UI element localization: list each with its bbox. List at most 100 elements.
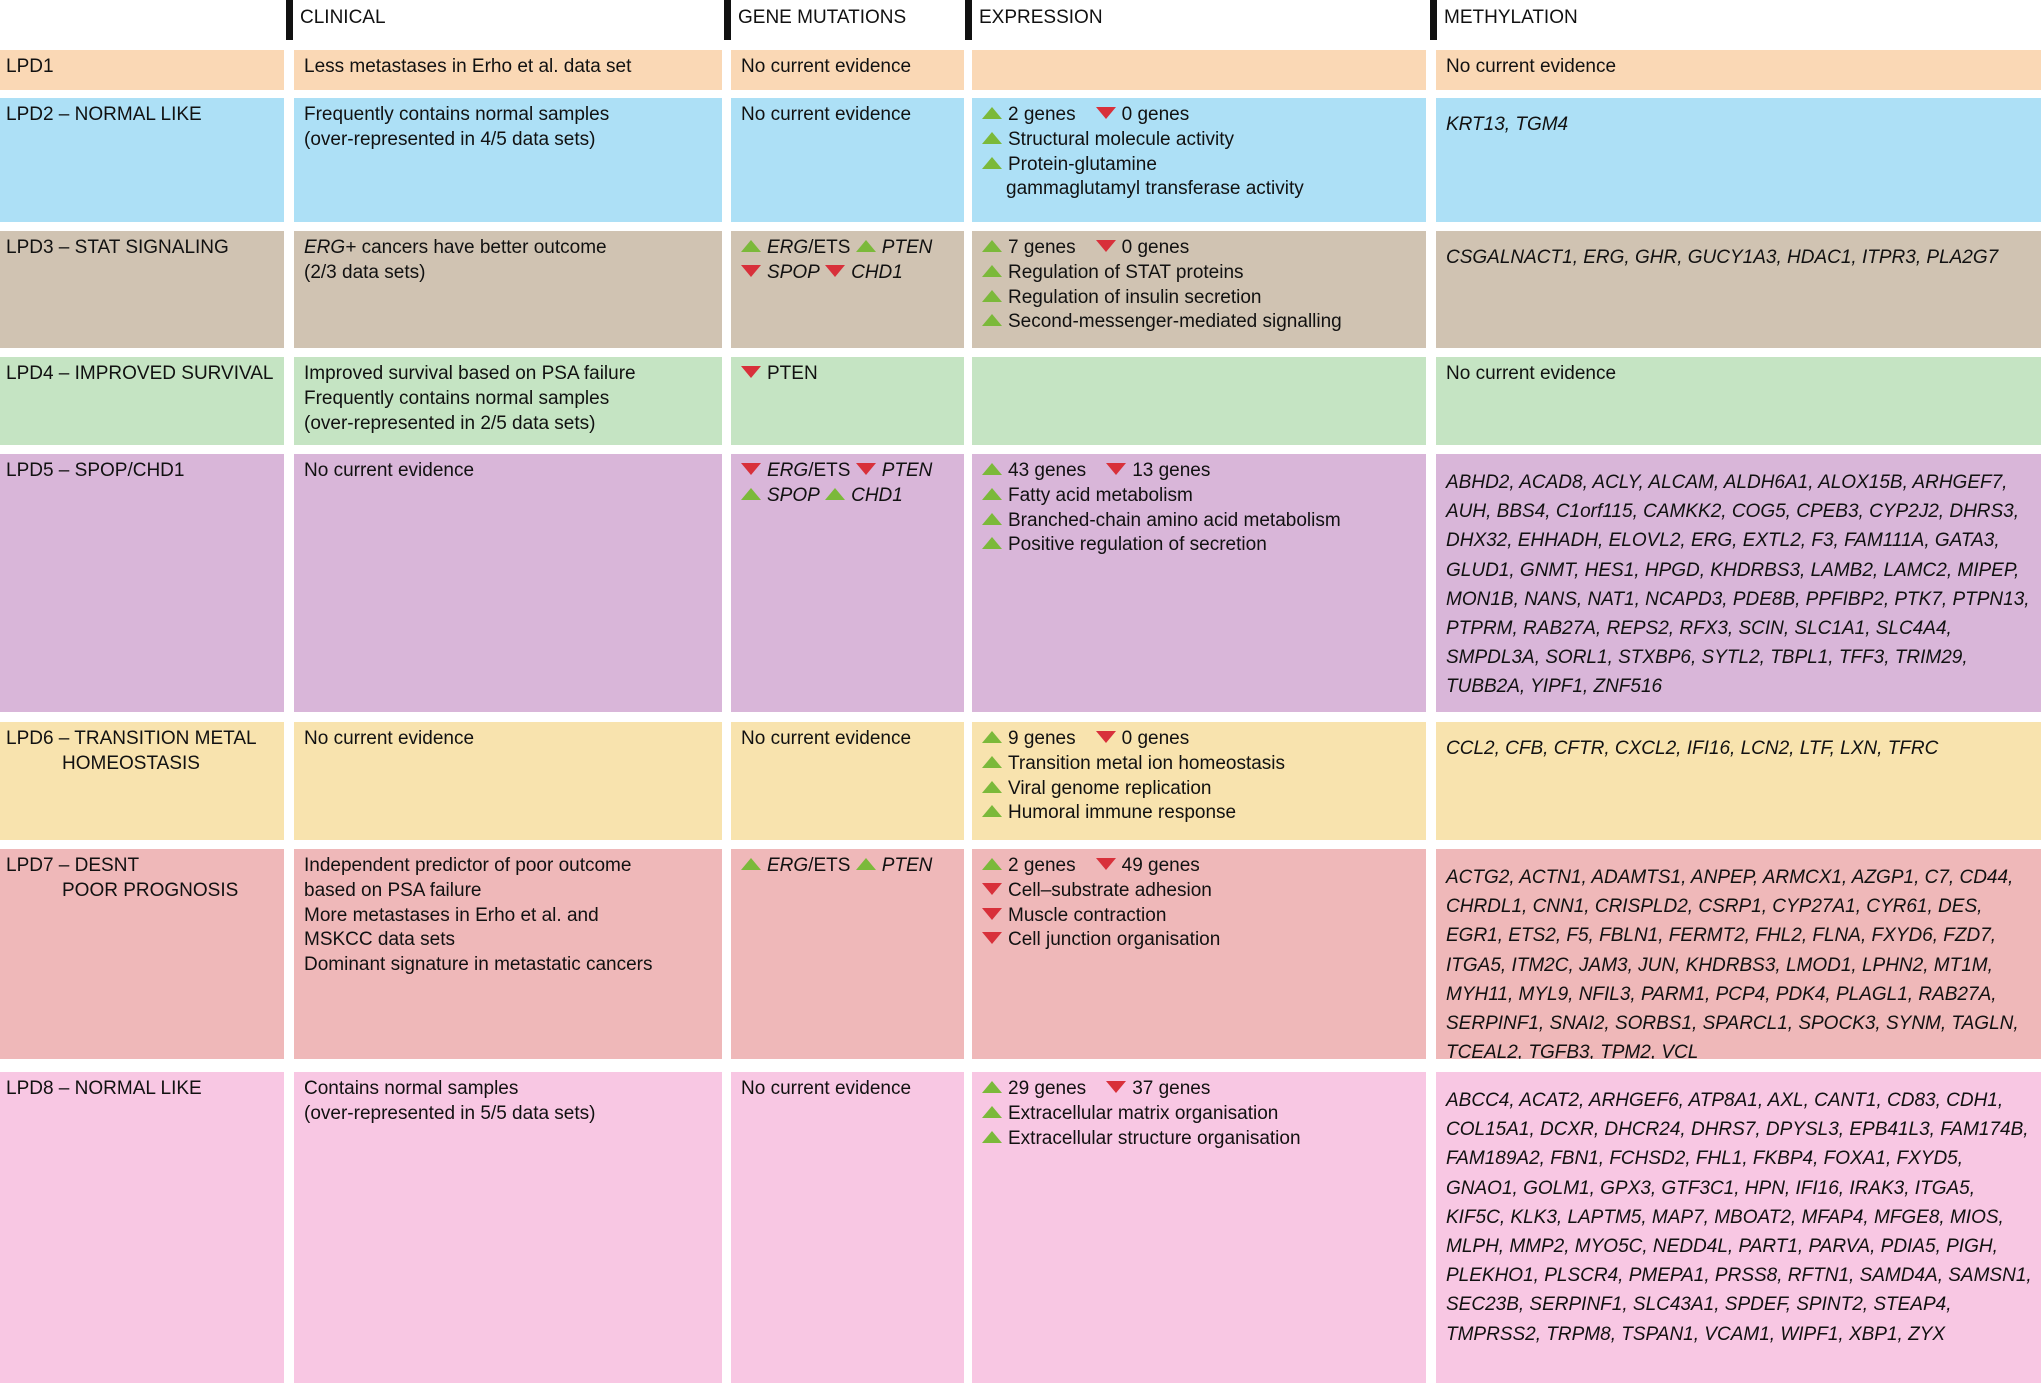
up-count: 2 genes: [1008, 855, 1076, 876]
up-arrow-icon: [982, 314, 1002, 327]
row-lpd4-clinical: Improved survival based on PSA failure Fr…: [294, 357, 722, 445]
gene-name: PTEN: [881, 237, 933, 258]
mutation-line: SPOP CHD1: [741, 261, 964, 285]
up-arrow-icon: [982, 780, 1002, 793]
expression-term-text: Protein-glutamine: [1008, 153, 1157, 175]
row-lpd5-expression: 43 genes 13 genes Fatty acid metabolism B…: [972, 454, 1426, 712]
header-mutations-label: GENE MUTATIONS: [738, 7, 907, 28]
down-count: 37 genes: [1132, 1078, 1211, 1099]
down-arrow-icon: [741, 463, 761, 475]
clinical-line: ERG+ cancers have better outcome: [304, 236, 722, 260]
up-arrow-icon: [982, 240, 1002, 252]
down-arrow-icon: [982, 932, 1002, 945]
clinical-text: (over-represented in 4/5 data sets): [304, 128, 596, 150]
down-count: 0 genes: [1121, 104, 1190, 125]
row-lpd3-expression: 7 genes 0 genes Regulation of STAT protei…: [972, 231, 1426, 348]
down-count: 0 genes: [1121, 237, 1190, 258]
up-arrow-icon: [982, 755, 1002, 768]
row-lpd1-mutations: No current evidence: [731, 50, 964, 90]
expression-term-text: Branched-chain amino acid metabolism: [1008, 509, 1341, 531]
clinical-text: Less metastases in Erho et al. data set: [304, 56, 632, 77]
methylation-text: ABHD2, ACAD8, ACLY, ALCAM, ALDH6A1, ALOX…: [1446, 472, 2030, 698]
row-lpd5-label: LPD5 – SPOP/CHD1: [0, 454, 284, 712]
row-label-text: LPD7 – DESNT: [6, 855, 140, 876]
header-clinical-label: CLINICAL: [300, 7, 386, 28]
gene-name: CHD1: [851, 484, 903, 506]
up-arrow-icon: [982, 156, 1002, 169]
methylation-text: No current evidence: [1446, 56, 1617, 77]
gene-suffix: /ETS: [808, 460, 851, 481]
expression-counts: 2 genes 0 genes: [982, 103, 1426, 127]
clinical-text: Frequently contains normal samples: [304, 104, 610, 125]
row-label-text: LPD5 – SPOP/CHD1: [6, 460, 185, 481]
expression-counts: 2 genes 49 genes: [982, 854, 1426, 878]
mutations-text: No current evidence: [741, 104, 912, 125]
up-arrow-icon: [982, 264, 1002, 277]
expression-term: Transition metal ion homeostasis: [982, 752, 1426, 776]
expression-term-text: Second-messenger-mediated signalling: [1008, 311, 1342, 333]
gene-name: ERG+: [304, 237, 357, 258]
expression-term: Structural molecule activity: [982, 128, 1426, 152]
row-label-text: LPD6 – TRANSITION METAL: [6, 728, 257, 749]
expression-term-text: Transition metal ion homeostasis: [1008, 752, 1286, 774]
mutations-text: No current evidence: [741, 1078, 912, 1099]
row-label-text: LPD3 – STAT SIGNALING: [6, 237, 229, 258]
up-arrow-icon: [855, 240, 876, 252]
row-lpd8-clinical: Contains normal samples (over-represented…: [294, 1072, 722, 1383]
up-arrow-icon: [982, 107, 1002, 119]
row-lpd8-expression: 29 genes 37 genes Extracellular matrix or…: [972, 1072, 1426, 1383]
row-label-text: LPD4 – IMPROVED SURVIVAL: [6, 363, 274, 384]
methylation-text: KRT13, TGM4: [1446, 114, 1569, 135]
expression-term-text: Extracellular matrix organisation: [1008, 1102, 1279, 1124]
row-lpd1-expression: [972, 50, 1426, 90]
row-lpd8-mutations: No current evidence: [731, 1072, 964, 1383]
mutations-text: No current evidence: [741, 56, 912, 77]
row-lpd6-label: LPD6 – TRANSITION METAL HOMEOSTASIS: [0, 722, 284, 840]
clinical-text: No current evidence: [304, 460, 475, 481]
up-arrow-icon: [982, 463, 1002, 475]
row-lpd7-label: LPD7 – DESNT POOR PROGNOSIS: [0, 849, 284, 1059]
expression-term: Fatty acid metabolism: [982, 484, 1426, 508]
expression-term: Muscle contraction: [982, 904, 1426, 928]
up-arrow-icon: [982, 487, 1002, 500]
expression-term-text: Fatty acid metabolism: [1008, 484, 1193, 506]
methylation-text: ACTG2, ACTN1, ADAMTS1, ANPEP, ARMCX1, AZ…: [1446, 867, 2019, 1059]
expression-term: Branched-chain amino acid metabolism: [982, 509, 1426, 533]
row-lpd5-mutations: ERG/ETS PTEN SPOP CHD1: [731, 454, 964, 712]
row-label-text: LPD8 – NORMAL LIKE: [6, 1078, 202, 1099]
methylation-text: ABCC4, ACAT2, ARHGEF6, ATP8A1, AXL, CANT…: [1446, 1090, 2032, 1345]
down-arrow-icon: [1095, 731, 1116, 743]
clinical-text: (over-represented in 5/5 data sets): [304, 1102, 596, 1124]
methylation-text: CSGALNACT1, ERG, GHR, GUCY1A3, HDAC1, IT…: [1446, 247, 1999, 268]
row-lpd7-mutations: ERG/ETS PTEN: [731, 849, 964, 1059]
down-arrow-icon: [741, 366, 761, 378]
expression-term: Cell junction organisation: [982, 928, 1426, 952]
row-lpd3-clinical: ERG+ cancers have better outcome (2/3 dat…: [294, 231, 722, 348]
up-arrow-icon: [741, 240, 761, 252]
expression-term: Positive regulation of secretion: [982, 533, 1426, 557]
row-lpd5-methylation: ABHD2, ACAD8, ACLY, ALCAM, ALDH6A1, ALOX…: [1436, 454, 2041, 712]
row-lpd2-mutations: No current evidence: [731, 98, 964, 222]
row-label-text: POOR PROGNOSIS: [62, 879, 239, 901]
row-lpd6-expression: 9 genes 0 genes Transition metal ion home…: [972, 722, 1426, 840]
row-lpd2-expression: 2 genes 0 genes Structural molecule activ…: [972, 98, 1426, 222]
up-arrow-icon: [982, 858, 1002, 870]
down-arrow-icon: [1106, 463, 1127, 475]
up-count: 7 genes: [1008, 237, 1076, 258]
expression-term-text: Structural molecule activity: [1008, 128, 1234, 150]
up-arrow-icon: [982, 537, 1002, 550]
up-arrow-icon: [855, 858, 876, 870]
clinical-text: No current evidence: [304, 728, 475, 749]
expression-term: Humoral immune response: [982, 801, 1426, 825]
gene-name: SPOP: [767, 484, 820, 506]
header-expression-label: EXPRESSION: [979, 7, 1103, 28]
clinical-text: Contains normal samples: [304, 1078, 519, 1099]
clinical-text: based on PSA failure: [304, 879, 482, 901]
row-lpd6-clinical: No current evidence: [294, 722, 722, 840]
expression-term: Viral genome replication: [982, 777, 1426, 801]
row-lpd7-clinical: Independent predictor of poor outcome ba…: [294, 849, 722, 1059]
expression-term-text: gammaglutamyl transferase activity: [1006, 178, 1304, 200]
gene-name: CHD1: [851, 261, 903, 283]
row-label-text: LPD2 – NORMAL LIKE: [6, 104, 202, 125]
up-arrow-icon: [982, 1130, 1002, 1143]
